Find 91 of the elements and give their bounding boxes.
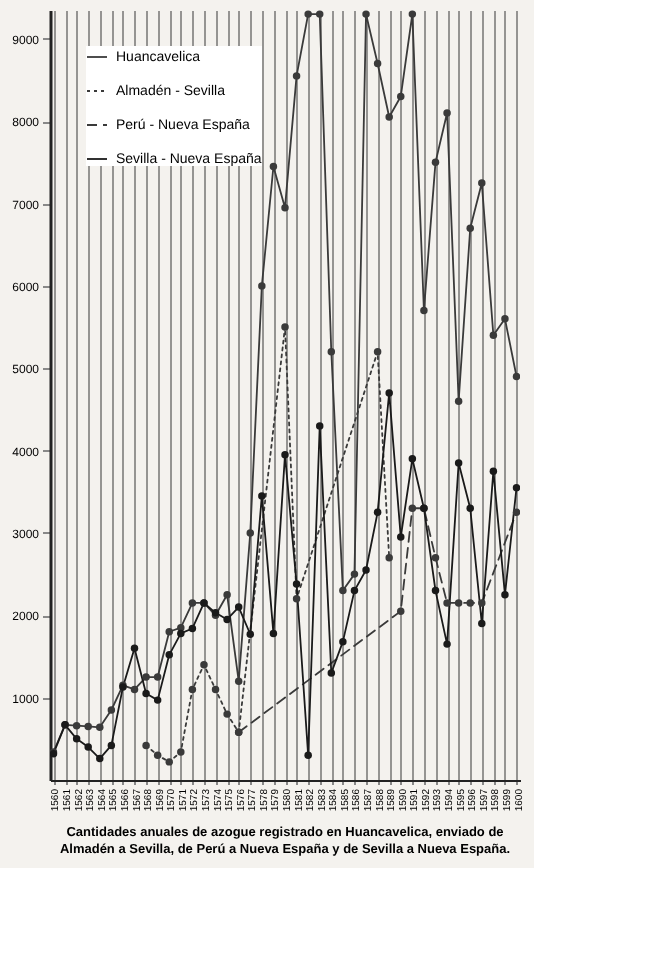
- point: [304, 10, 312, 18]
- point: [431, 586, 440, 595]
- point: [84, 722, 92, 731]
- point: [177, 629, 185, 638]
- point: [315, 422, 324, 430]
- point: [292, 72, 301, 80]
- point: [165, 758, 173, 766]
- point: [350, 586, 359, 595]
- point: [512, 483, 520, 492]
- point: [385, 553, 393, 562]
- point: [327, 669, 336, 677]
- point: [512, 508, 520, 517]
- point: [501, 590, 509, 599]
- point: [72, 721, 81, 730]
- point: [478, 179, 486, 187]
- point: [142, 673, 150, 681]
- point: [327, 348, 336, 356]
- point: [478, 619, 486, 628]
- point: [269, 162, 278, 171]
- point: [362, 566, 370, 574]
- point: [165, 651, 173, 659]
- point: [165, 628, 173, 636]
- point: [153, 696, 162, 704]
- point: [96, 754, 104, 763]
- point: [431, 158, 440, 167]
- point: [223, 710, 231, 718]
- point: [281, 323, 289, 331]
- point: [466, 599, 474, 607]
- point: [292, 580, 301, 588]
- point: [153, 673, 162, 681]
- point: [96, 723, 104, 732]
- point: [512, 372, 520, 381]
- point: [188, 599, 197, 607]
- point: [258, 282, 266, 290]
- point: [315, 10, 324, 18]
- point: [385, 389, 393, 397]
- point: [466, 504, 474, 512]
- point: [234, 677, 243, 685]
- point: [466, 224, 474, 232]
- point: [373, 59, 382, 68]
- point: [188, 685, 197, 694]
- point: [200, 660, 208, 669]
- point: [489, 331, 498, 340]
- point: [153, 751, 162, 760]
- point: [258, 492, 266, 500]
- point: [408, 10, 417, 18]
- point: [142, 689, 150, 698]
- point: [188, 624, 197, 633]
- point: [420, 306, 428, 315]
- point: [281, 450, 289, 459]
- point: [501, 315, 509, 323]
- point: [107, 706, 116, 714]
- point: [373, 348, 382, 356]
- point: [107, 741, 116, 750]
- point: [211, 685, 220, 694]
- point: [478, 599, 486, 607]
- point: [223, 615, 231, 624]
- point: [443, 640, 451, 648]
- point: [246, 630, 255, 638]
- point: [84, 743, 92, 751]
- point: [408, 455, 417, 463]
- point: [339, 586, 347, 595]
- point: [408, 504, 417, 512]
- point: [443, 109, 451, 117]
- point: [454, 599, 463, 607]
- point: [454, 459, 463, 467]
- point: [397, 92, 405, 101]
- point: [385, 113, 393, 121]
- point: [177, 623, 185, 632]
- point: [339, 637, 347, 646]
- point: [177, 748, 185, 756]
- point: [397, 533, 405, 541]
- point: [350, 570, 359, 578]
- point: [130, 644, 139, 652]
- point: [362, 10, 370, 18]
- point: [142, 741, 150, 750]
- point: [246, 529, 255, 537]
- point: [130, 685, 139, 694]
- point: [223, 590, 231, 599]
- point: [431, 553, 440, 562]
- point: [373, 508, 382, 517]
- point: [292, 595, 301, 603]
- point: [234, 603, 243, 611]
- point: [397, 607, 405, 615]
- point: [443, 599, 451, 607]
- point: [489, 467, 498, 475]
- point: [454, 397, 463, 405]
- point: [281, 203, 289, 212]
- point: [304, 751, 312, 760]
- point: [269, 629, 278, 638]
- point: [72, 735, 81, 743]
